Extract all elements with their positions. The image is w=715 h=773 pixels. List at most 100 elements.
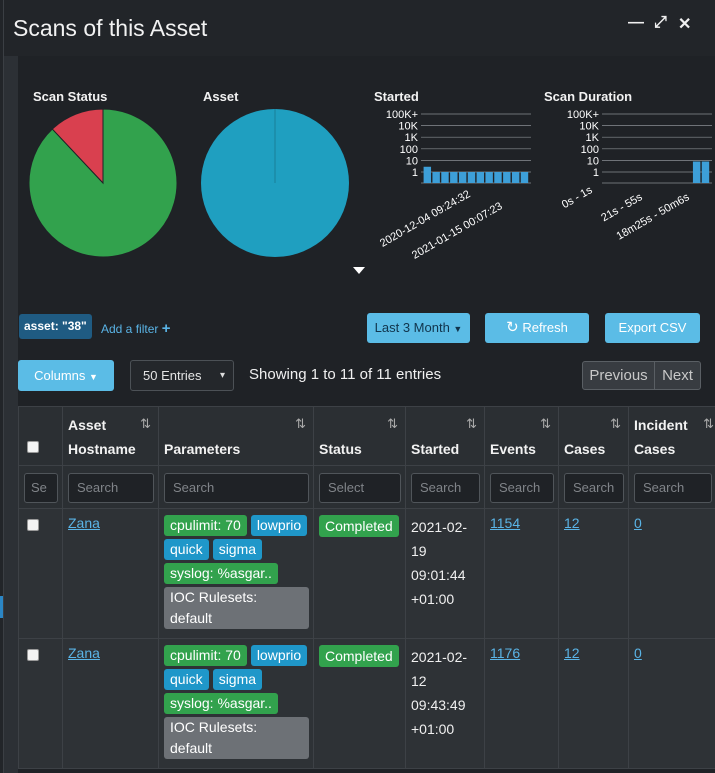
bar[interactable]	[485, 172, 493, 183]
bar[interactable]	[520, 172, 529, 183]
started-line: 09:01:44	[411, 567, 466, 583]
status-header[interactable]: Status ⇅	[313, 406, 406, 466]
incident-cases-cell: 0	[628, 508, 715, 639]
table-row[interactable]: Zana cpulimit: 70 lowprio quick sigma sy…	[18, 638, 715, 769]
background-page-accent	[0, 596, 3, 618]
started-header[interactable]: Started ⇅	[405, 406, 485, 466]
asset-link[interactable]: Zana	[68, 515, 100, 531]
export-csv-button[interactable]: Export CSV	[605, 313, 700, 343]
header-label: Cases	[634, 441, 676, 457]
maximize-icon[interactable]: ⤢	[654, 14, 667, 31]
status-select-filter[interactable]: Select	[319, 473, 401, 503]
filter-cell: Search	[484, 465, 559, 509]
column-filter-row: Se Search Search Select Search Search Se…	[18, 465, 715, 509]
param-tag: quick	[164, 669, 209, 690]
bar[interactable]	[701, 161, 710, 183]
asset-hostname-header[interactable]: Asset Hostname ⇅	[62, 406, 159, 466]
header-label: Incident	[634, 417, 688, 433]
scans-table: Asset Hostname ⇅ Parameters ⇅ Status ⇅ S	[18, 406, 715, 769]
row-select-cell	[18, 508, 63, 639]
select-column-filter[interactable]: Se	[24, 473, 58, 503]
cases-search-input[interactable]: Search	[564, 473, 624, 503]
started-cell: 2021-02- 19 09:01:44 +01:00	[405, 508, 485, 639]
filter-cell: Search	[628, 465, 715, 509]
started-line: +01:00	[411, 591, 455, 607]
asset-pie-chart[interactable]	[200, 107, 350, 259]
columns-button[interactable]: Columns ▼	[18, 360, 114, 391]
bar[interactable]	[458, 172, 467, 183]
entries-select-value: 50 Entries	[143, 368, 202, 383]
bar[interactable]	[511, 172, 520, 183]
header-label: Hostname	[68, 441, 136, 457]
bar[interactable]	[423, 166, 432, 183]
param-tag: syslog: %asgar..	[164, 563, 278, 584]
sort-icon[interactable]: ⇅	[610, 416, 621, 431]
y-tick-label: 1	[412, 167, 418, 179]
bar[interactable]	[467, 172, 476, 183]
status-cell: Completed	[313, 638, 406, 769]
filter-cell: Search	[62, 465, 159, 509]
minimize-icon[interactable]: —	[628, 14, 644, 31]
y-tick-label: 10	[406, 155, 418, 167]
cases-link[interactable]: 12	[564, 645, 580, 661]
events-link[interactable]: 1154	[490, 515, 521, 531]
sort-icon[interactable]: ⇅	[387, 416, 398, 431]
sort-icon[interactable]: ⇅	[540, 416, 551, 431]
asset-cell: Zana	[62, 638, 159, 769]
cases-header[interactable]: Cases ⇅	[558, 406, 629, 466]
row-checkbox[interactable]	[27, 649, 39, 661]
bar[interactable]	[432, 172, 440, 183]
time-range-button[interactable]: Last 3 Month ▼	[367, 313, 470, 343]
y-tick-label: 100	[400, 144, 418, 156]
bar[interactable]	[441, 172, 449, 183]
asset-search-input[interactable]: Search	[68, 473, 154, 503]
y-tick-label: 1K	[586, 132, 600, 144]
sort-icon[interactable]: ⇅	[703, 416, 714, 431]
incident-cases-link[interactable]: 0	[634, 645, 642, 661]
incident-search-input[interactable]: Search	[634, 473, 712, 503]
sort-icon[interactable]: ⇅	[295, 416, 306, 431]
asset-chart-label: Asset	[203, 89, 239, 104]
header-label: Status	[319, 441, 362, 457]
add-filter-link[interactable]: Add a filter +	[101, 320, 170, 337]
entries-select[interactable]: 50 Entries ▾	[130, 360, 234, 391]
bar[interactable]	[494, 172, 502, 183]
events-header[interactable]: Events ⇅	[484, 406, 559, 466]
previous-button[interactable]: Previous	[583, 362, 655, 389]
expand-charts-icon[interactable]	[353, 267, 365, 274]
table-row[interactable]: Zana cpulimit: 70 lowprio quick sigma sy…	[18, 508, 715, 639]
filter-cell: Search	[405, 465, 485, 509]
parameters-search-input[interactable]: Search	[164, 473, 309, 503]
incident-cases-link[interactable]: 0	[634, 515, 642, 531]
refresh-button[interactable]: ↻ Refresh	[485, 313, 589, 343]
cases-link[interactable]: 12	[564, 515, 580, 531]
param-tag: syslog: %asgar..	[164, 693, 278, 714]
started-search-input[interactable]: Search	[411, 473, 480, 503]
bar[interactable]	[450, 172, 458, 183]
columns-label: Columns	[34, 368, 86, 383]
bar[interactable]	[503, 172, 511, 183]
scan-status-chart-label: Scan Status	[33, 89, 108, 104]
incident-cases-header[interactable]: Incident Cases ⇅	[628, 406, 715, 466]
param-tag: lowprio	[250, 515, 308, 536]
next-button[interactable]: Next	[662, 367, 693, 384]
row-checkbox[interactable]	[27, 519, 39, 531]
header-label: Cases	[564, 441, 606, 457]
modal-title: Scans of this Asset	[13, 15, 208, 41]
pagination: Previous Next	[582, 361, 701, 390]
asset-link[interactable]: Zana	[68, 645, 100, 661]
pie-slice[interactable]	[51, 108, 104, 185]
select-all-checkbox[interactable]	[27, 441, 39, 453]
events-link[interactable]: 1176	[490, 645, 521, 661]
parameters-header[interactable]: Parameters ⇅	[158, 406, 314, 466]
sort-icon[interactable]: ⇅	[466, 416, 477, 431]
asset-filter-chip[interactable]: asset: "38"	[19, 314, 92, 339]
scan-status-pie-chart[interactable]	[28, 107, 178, 259]
close-icon[interactable]: ✕	[678, 16, 692, 33]
events-search-input[interactable]: Search	[490, 473, 554, 503]
bar[interactable]	[476, 172, 485, 183]
bar[interactable]	[692, 161, 701, 183]
sort-icon[interactable]: ⇅	[140, 416, 151, 431]
